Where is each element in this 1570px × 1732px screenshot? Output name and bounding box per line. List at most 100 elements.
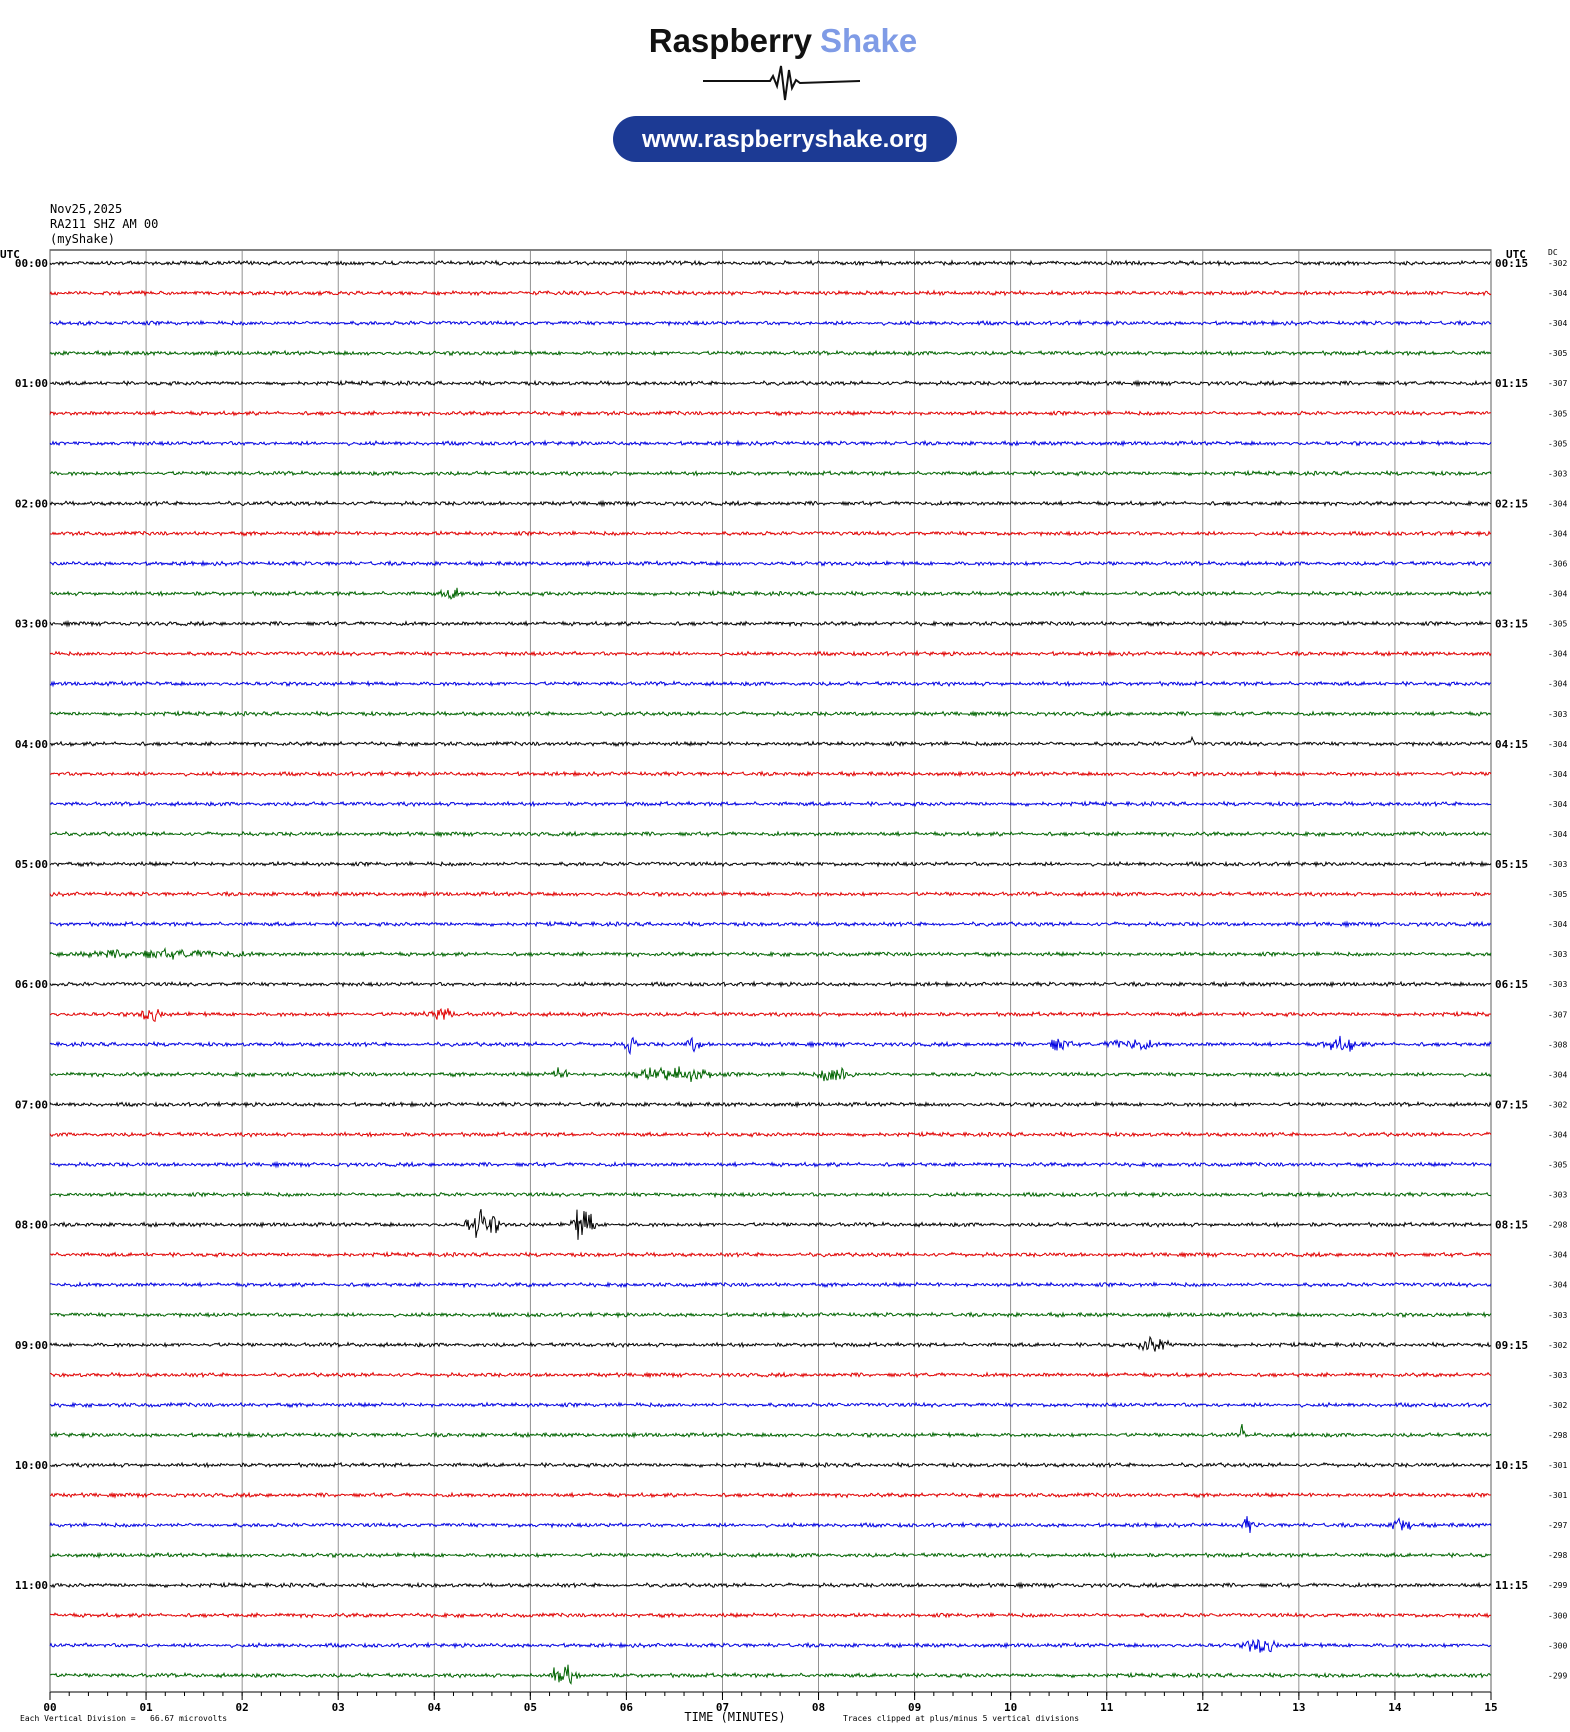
row-label-left: 00:00 [15, 257, 48, 270]
dc-value: -302 [1548, 259, 1567, 268]
trace [49, 319, 1492, 327]
trace [49, 1516, 1492, 1534]
row-label-left: 02:00 [15, 497, 48, 510]
dc-value: -301 [1548, 1461, 1567, 1470]
row-label-right: 07:15 [1495, 1098, 1528, 1111]
trace [49, 1335, 1492, 1352]
trace [49, 920, 1492, 929]
dc-value: -304 [1548, 1130, 1567, 1139]
trace [49, 1581, 1492, 1590]
dc-value: -303 [1548, 1191, 1567, 1200]
trace [49, 529, 1492, 538]
dc-value: -299 [1548, 1581, 1567, 1590]
station: RA211 SHZ AM 00 [50, 217, 158, 231]
trace [49, 947, 1492, 960]
trace [49, 439, 1492, 448]
utc-label: UTC [0, 248, 20, 261]
x-tick-label: 02 [236, 1701, 249, 1714]
dc-value: -303 [1548, 1311, 1567, 1320]
x-tick-label: 14 [1388, 1701, 1402, 1714]
x-tick-label: 06 [620, 1701, 634, 1714]
dc-value: -302 [1548, 1100, 1567, 1109]
row-label-right: 05:15 [1495, 858, 1528, 871]
trace [49, 1281, 1492, 1289]
trace [49, 890, 1492, 898]
trace [49, 1371, 1492, 1379]
trace [49, 409, 1492, 417]
dc-value: -300 [1548, 1641, 1567, 1650]
row-label-right: 06:15 [1495, 978, 1528, 991]
utc-label: UTC [1506, 248, 1526, 261]
trace [49, 1190, 1492, 1199]
dc-value: -304 [1548, 800, 1567, 809]
dc-value: -305 [1548, 890, 1567, 899]
trace [49, 1423, 1492, 1439]
trace [49, 619, 1492, 628]
dc-value: -304 [1548, 680, 1567, 689]
trace [49, 830, 1491, 838]
dc-value: -304 [1548, 740, 1567, 749]
dc-value: -304 [1548, 1281, 1567, 1290]
row-label-left: 07:00 [15, 1098, 48, 1111]
dc-value: -303 [1548, 1371, 1567, 1380]
dc-value: -304 [1548, 1070, 1567, 1079]
source: (myShake) [50, 232, 115, 246]
dc-value: -304 [1548, 920, 1567, 929]
logo-pill [613, 116, 957, 162]
trace [49, 1035, 1492, 1056]
trace [49, 1491, 1492, 1499]
dc-value: -297 [1548, 1521, 1567, 1530]
trace [49, 1250, 1492, 1259]
dc-value: -305 [1548, 349, 1567, 358]
row-label-right: 09:15 [1495, 1339, 1528, 1352]
trace [49, 769, 1492, 778]
logo-name: Raspberry [649, 22, 813, 59]
trace [49, 259, 1492, 267]
x-tick-label: 13 [1292, 1701, 1305, 1714]
x-tick-label: 12 [1196, 1701, 1209, 1714]
dc-value: -304 [1548, 830, 1567, 839]
dc-value: -304 [1548, 770, 1567, 779]
trace [49, 1551, 1491, 1559]
x-tick-label: 03 [332, 1701, 345, 1714]
x-tick-label: 08 [812, 1701, 825, 1714]
x-axis-title: TIME (MINUTES) [684, 1710, 785, 1724]
dc-value: -304 [1548, 650, 1567, 659]
row-label-left: 06:00 [15, 978, 48, 991]
dc-value: -307 [1548, 1010, 1567, 1019]
trace [49, 800, 1492, 808]
dc-value: -300 [1548, 1611, 1567, 1620]
dc-value: -303 [1548, 980, 1567, 989]
logo-wave [703, 65, 861, 101]
x-tick-label: 04 [428, 1701, 442, 1714]
trace [49, 1611, 1492, 1619]
dc-value: -302 [1548, 1401, 1567, 1410]
date: Nov25,2025 [50, 202, 122, 216]
trace [49, 709, 1492, 718]
trace [49, 469, 1492, 477]
dc-value: -299 [1548, 1671, 1567, 1680]
x-tick-label: 05 [524, 1701, 537, 1714]
trace [49, 860, 1492, 868]
dc-value: -303 [1548, 950, 1567, 959]
row-label-right: 01:15 [1495, 377, 1528, 390]
trace [49, 349, 1492, 357]
trace [49, 559, 1492, 568]
x-tick-label: 09 [908, 1701, 921, 1714]
row-label-left: 09:00 [15, 1339, 48, 1352]
x-tick-label: 07 [716, 1701, 729, 1714]
dc-value: -304 [1548, 319, 1567, 328]
trace [49, 1066, 1492, 1082]
row-label-right: 04:15 [1495, 738, 1528, 751]
trace [49, 1461, 1492, 1469]
logo-title: Raspberry Shake [649, 22, 917, 59]
trace [49, 980, 1492, 989]
dc-value: -305 [1548, 1161, 1567, 1170]
trace [49, 649, 1492, 658]
row-label-right: 00:15 [1495, 257, 1528, 270]
grid: 00 01 02 03 04 05 06 07 08 09 10 11 12 13 14 15 [43, 250, 1498, 1714]
row-label-right: 03:15 [1495, 618, 1528, 631]
row-label-left: 03:00 [15, 618, 48, 631]
row-label-right: 11:15 [1495, 1579, 1528, 1592]
